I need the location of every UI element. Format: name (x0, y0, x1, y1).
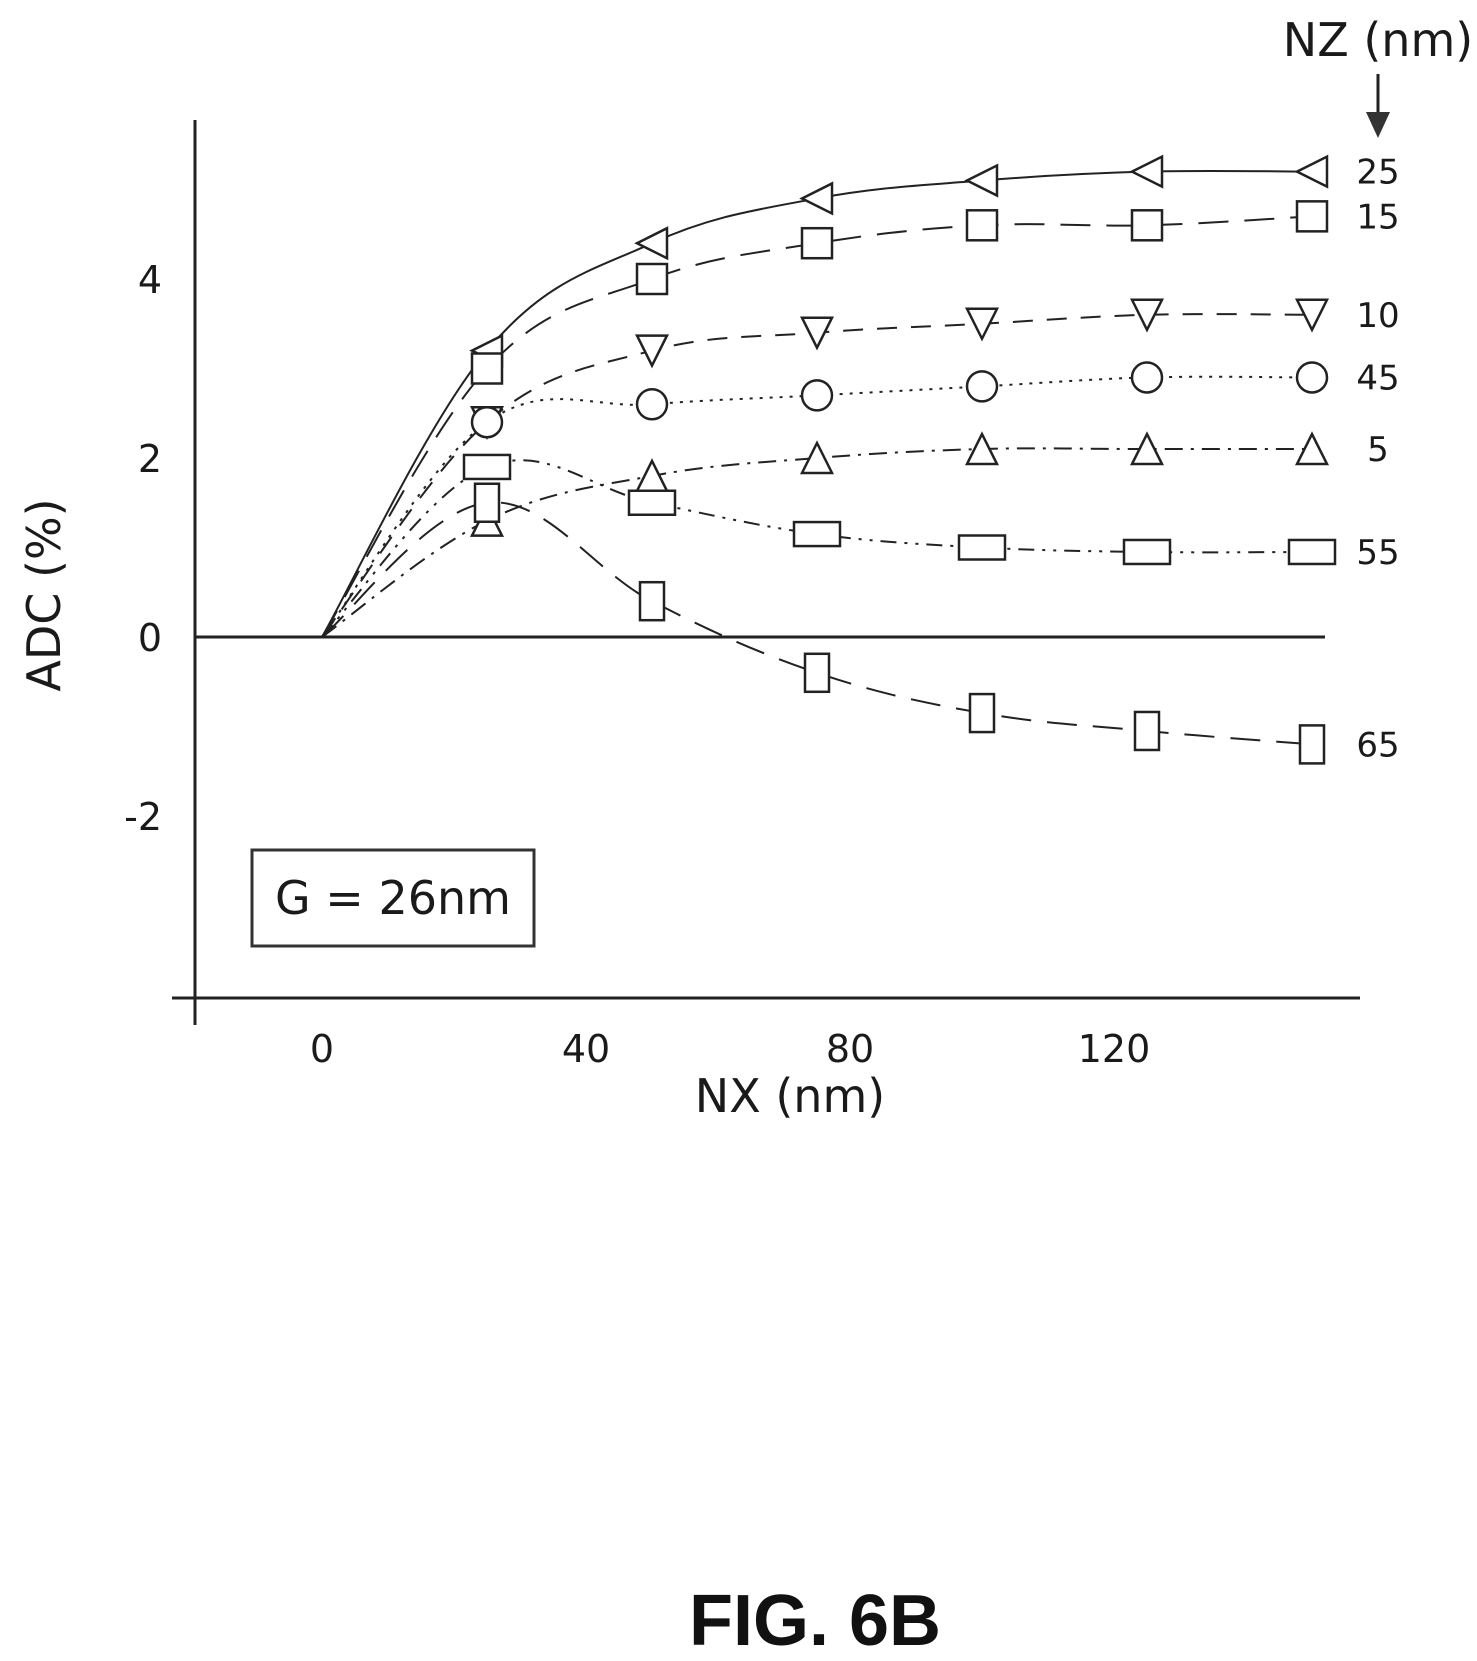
data-point-nz-5 (1129, 431, 1165, 466)
data-point-nz-45 (965, 370, 999, 403)
data-point-nz-15 (1295, 200, 1329, 233)
legend-arrow-icon (1366, 74, 1390, 138)
data-point-nz-45 (1130, 361, 1164, 394)
data-point-nz-15 (1130, 209, 1164, 242)
series-label-nz-25: 25 (1356, 153, 1399, 193)
y-tick-label: 2 (138, 437, 162, 481)
data-point-nz-45 (635, 388, 669, 421)
figure-label: FIG. 6B (689, 1581, 941, 1656)
x-axis-title: NX (nm) (695, 1069, 885, 1123)
data-point-nz-55 (1287, 538, 1337, 566)
y-tick-label: -2 (124, 795, 162, 839)
data-point-nz-15 (470, 352, 504, 385)
series-line-nz-10 (321, 313, 1313, 638)
data-point-nz-10 (634, 334, 670, 369)
series-line-nz-45 (321, 375, 1313, 638)
data-point-nz-65 (803, 652, 831, 694)
y-tick-label: 4 (138, 258, 162, 302)
data-point-nz-15 (800, 226, 834, 260)
data-point-nz-65 (968, 692, 996, 734)
data-point-nz-10 (799, 316, 835, 351)
series-label-nz-45: 45 (1356, 358, 1399, 398)
data-point-nz-45 (800, 379, 834, 412)
data-point-nz-15 (965, 209, 999, 242)
legend-title: NZ (nm) (1283, 13, 1473, 67)
tick-labels: 0 40 80 120 4 2 0 -2 (124, 258, 1150, 1071)
data-point-nz-10 (964, 307, 1000, 342)
series-markers (462, 154, 1337, 765)
series-label-nz-5: 5 (1367, 430, 1389, 470)
data-point-nz-10 (1294, 298, 1330, 333)
data-point-nz-55 (462, 453, 512, 481)
series-label-nz-65: 65 (1356, 725, 1399, 765)
x-tick-label: 0 (310, 1027, 334, 1071)
data-point-nz-65 (1298, 724, 1326, 765)
data-point-nz-65 (473, 482, 501, 523)
data-point-nz-55 (792, 520, 842, 548)
data-point-nz-25 (1294, 154, 1329, 189)
series-label-nz-55: 55 (1356, 533, 1399, 573)
series-label-nz-10: 10 (1356, 296, 1399, 336)
x-tick-label: 120 (1078, 1027, 1151, 1071)
series-label-nz-15: 15 (1356, 197, 1399, 237)
annotation-text: G = 26nm (275, 871, 511, 925)
data-point-nz-55 (627, 489, 677, 516)
data-point-nz-25 (1129, 154, 1164, 189)
data-point-nz-5 (799, 440, 835, 475)
axes (172, 120, 1360, 1025)
data-point-nz-10 (1129, 298, 1165, 333)
data-point-nz-15 (635, 262, 669, 296)
data-point-nz-65 (1133, 710, 1161, 752)
data-point-nz-25 (799, 181, 834, 216)
data-point-nz-5 (964, 431, 1000, 466)
x-tick-label: 40 (562, 1027, 610, 1071)
data-point-nz-5 (1294, 431, 1330, 466)
annotation-box: G = 26nm (250, 848, 536, 948)
data-point-nz-45 (470, 405, 504, 439)
data-point-nz-45 (1295, 361, 1329, 394)
y-tick-label: 0 (138, 616, 162, 660)
data-point-nz-25 (964, 163, 999, 198)
data-point-nz-55 (957, 534, 1007, 561)
data-point-nz-5 (634, 458, 670, 493)
series-line-nz-15 (321, 215, 1313, 638)
y-axis-title: ADC (%) (17, 498, 71, 691)
data-point-nz-65 (638, 580, 666, 622)
x-tick-label: 80 (826, 1027, 874, 1071)
data-point-nz-55 (1122, 538, 1172, 566)
data-point-nz-25 (634, 226, 669, 261)
